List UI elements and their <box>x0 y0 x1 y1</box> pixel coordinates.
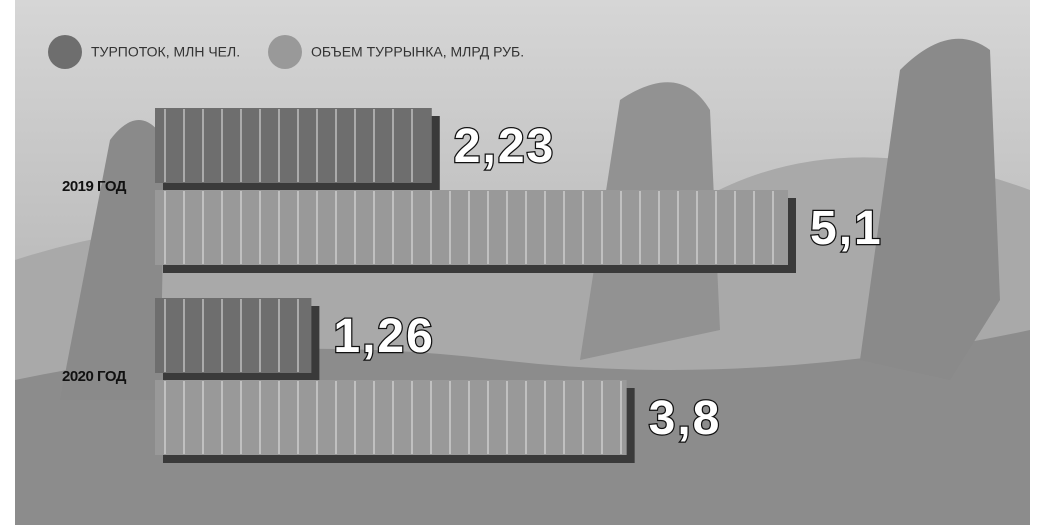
bar <box>155 190 788 265</box>
legend-label: ОБЪЕМ ТУРРЫНКА, МЛРД РУБ. <box>311 44 524 60</box>
legend-swatch <box>268 35 302 69</box>
bar <box>155 108 432 183</box>
category-label: 2020 ГОД <box>62 368 127 385</box>
legend-swatch <box>48 35 82 69</box>
value-label: 2,23 <box>454 120 555 173</box>
chart: ТУРПОТОК, МЛН ЧЕЛ. ОБЪЕМ ТУРРЫНКА, МЛРД Р… <box>0 0 1044 530</box>
category-label: 2019 ГОД <box>62 178 127 195</box>
bar <box>155 298 311 373</box>
value-label: 1,26 <box>333 310 434 363</box>
bar <box>155 380 627 455</box>
legend-label: ТУРПОТОК, МЛН ЧЕЛ. <box>91 44 240 60</box>
value-label: 3,8 <box>649 392 722 445</box>
value-label: 5,1 <box>810 202 883 255</box>
